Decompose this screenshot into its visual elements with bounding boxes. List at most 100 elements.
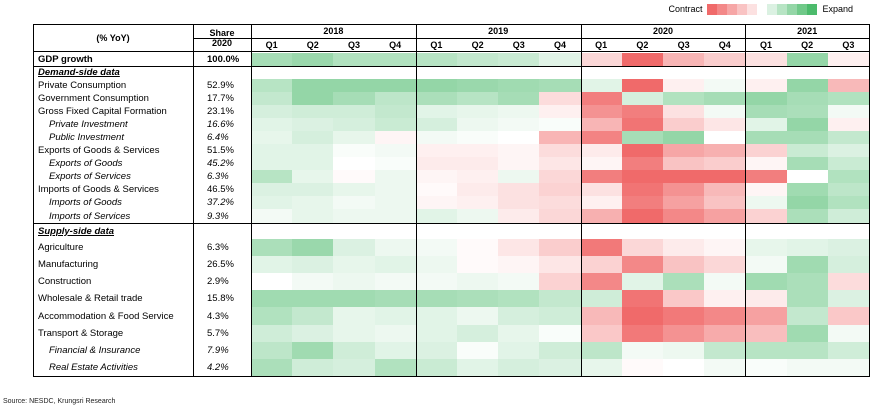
heat-cell [498,359,540,376]
row-share: 52.9% [207,80,234,91]
heat-cell [621,239,664,256]
heat-cell [292,239,334,256]
heat-cell [704,325,746,342]
heat-cell [745,196,788,209]
heat-cell [827,290,870,307]
row-label: Exports of Goods & Services [38,145,160,156]
gdp-rule [33,66,870,67]
row-label: Real Estate Activities [49,362,138,373]
heat-cell [292,209,334,223]
heat-cell [704,307,746,325]
legend-swatch [807,3,818,15]
heat-cell [292,170,334,183]
heat-cell [704,118,746,131]
table-border-top [33,24,870,25]
heat-cell [827,157,870,170]
heat-cell [827,196,870,209]
heat-cell [333,307,376,325]
heat-cell [333,183,376,196]
row-label: Imports of Goods [49,197,122,208]
heat-cell [333,325,376,342]
heat-cell [580,325,623,342]
heat-cell [539,157,582,170]
share-header-line2: 2020 [211,38,233,48]
row-share: 6.3% [207,171,229,182]
heat-cell [621,92,664,105]
heat-cell [539,273,582,290]
heat-cell [457,118,499,131]
heat-cell [457,307,499,325]
heat-cell [580,118,623,131]
heat-cell [292,183,334,196]
heat-cell [251,342,293,359]
heat-cell [374,239,417,256]
heat-cell [827,183,870,196]
year-header-2021: 2021 [797,26,818,36]
heat-cell [539,118,582,131]
quarter-header: Q4 [553,40,566,50]
heat-cell [292,290,334,307]
heat-cell [292,53,334,66]
heat-cell [827,92,870,105]
heat-cell [663,290,705,307]
heat-cell [786,118,829,131]
heat-cell [663,170,705,183]
heat-cell [827,342,870,359]
heat-cell [580,273,623,290]
heat-cell [704,359,746,376]
heat-cell [498,239,540,256]
legend-swatch [707,3,718,15]
row-share: 6.4% [207,132,229,143]
heat-cell [498,342,540,359]
legend-swatch [787,3,798,15]
heat-cell [457,209,499,223]
heat-cell [292,196,334,209]
heat-cell [663,359,705,376]
quarter-header: Q2 [801,40,814,50]
heat-cell [621,209,664,223]
heat-cell [415,118,458,131]
heat-cell [621,183,664,196]
year-rule [193,38,870,39]
heat-cell [292,79,334,92]
heat-cell [498,273,540,290]
heat-cell [415,183,458,196]
row-share: 7.9% [207,345,229,356]
row-share: 6.3% [207,242,229,253]
heat-cell [621,256,664,273]
row-share: 16.6% [207,119,234,130]
heat-cell [539,170,582,183]
heat-cell [580,131,623,144]
heat-cell [621,157,664,170]
heat-cell [333,170,376,183]
heat-cell [539,79,582,92]
row-share: 4.3% [207,310,229,322]
heat-cell [580,105,623,118]
header-rule [33,51,870,52]
heat-cell [663,157,705,170]
grid-divider [251,24,252,376]
heat-cell [292,325,334,342]
heat-cell [333,53,376,66]
heat-cell [374,92,417,105]
heat-cell [498,325,540,342]
quarter-header: Q4 [718,40,731,50]
heat-cell [663,239,705,256]
year-header-2020: 2020 [652,26,673,36]
legend-swatch [727,3,738,15]
heat-cell [745,118,788,131]
heat-cell [498,183,540,196]
heat-cell [786,131,829,144]
heat-cell [333,290,376,307]
heat-cell [621,290,664,307]
heat-cell [663,144,705,157]
heat-cell [415,209,458,223]
heat-cell [251,131,293,144]
heat-cell [786,342,829,359]
heat-cell [498,157,540,170]
heat-cell [374,53,417,66]
quarter-header: Q3 [512,40,525,50]
heat-cell [415,290,458,307]
heat-cell [292,92,334,105]
heat-cell [333,359,376,376]
